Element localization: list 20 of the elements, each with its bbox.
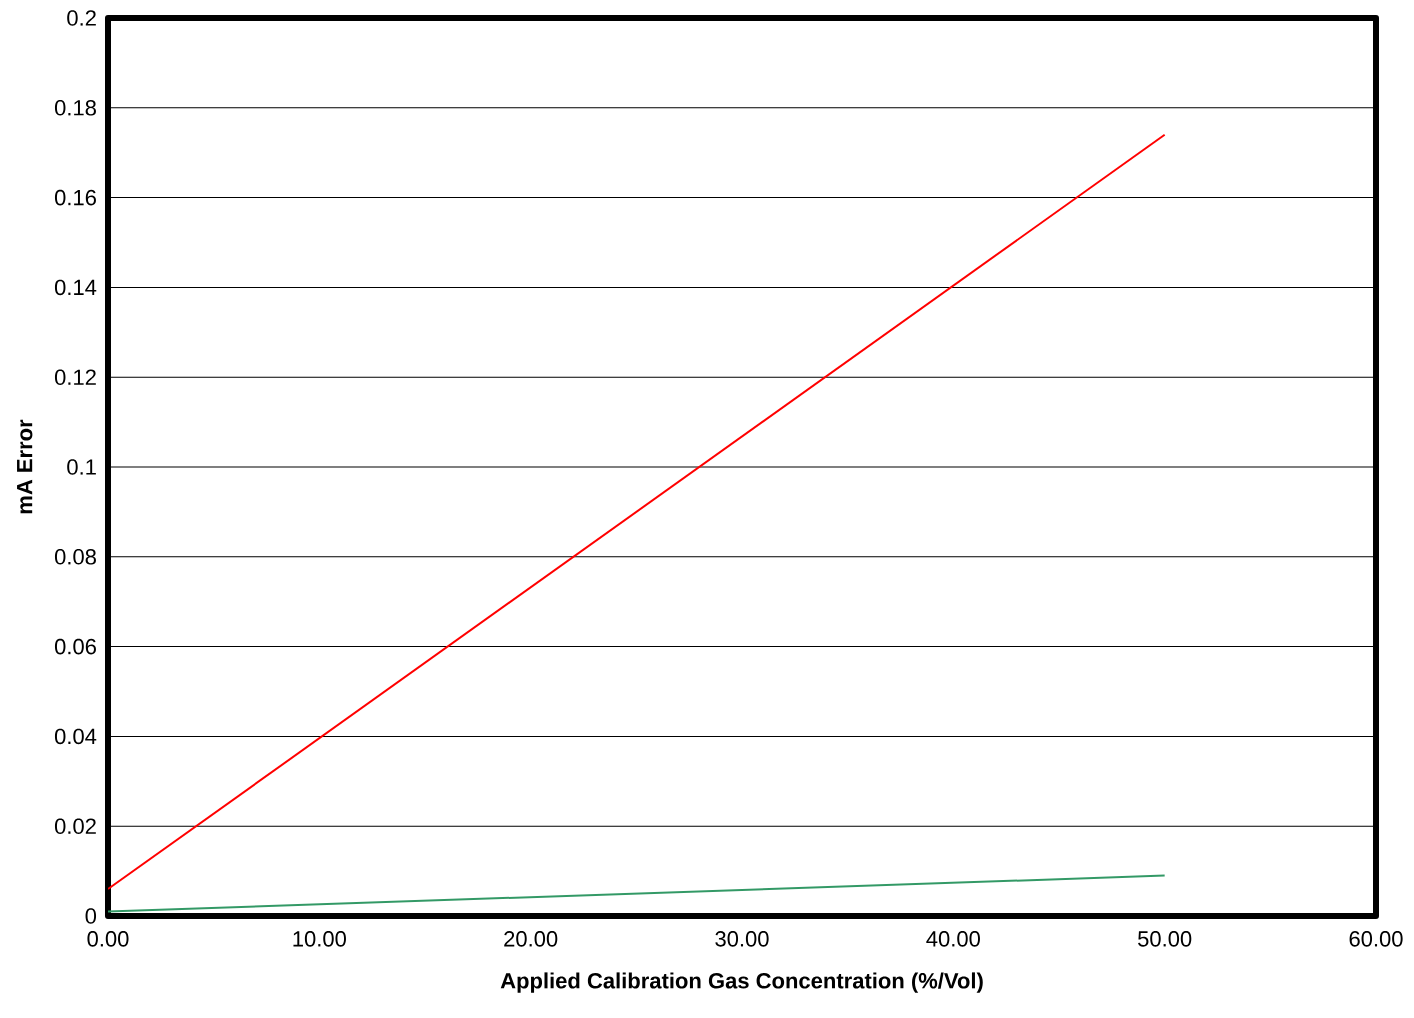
y-tick-label: 0.14 [54, 279, 97, 296]
y-axis-title: mA Error [17, 419, 33, 514]
x-tick-label: 20.00 [504, 931, 558, 947]
x-tick-label: 40.00 [926, 931, 980, 947]
y-tick-label: 0.2 [67, 10, 96, 26]
y-tick-label: 0.1 [67, 459, 96, 475]
x-axis-title: Applied Calibration Gas Concentration (%/Vol) [500, 972, 983, 993]
y-tick-label: 0.02 [54, 818, 96, 834]
y-tick-label: 0.04 [54, 728, 97, 745]
x-tick-label: 60.00 [1349, 931, 1403, 947]
x-tick-label: 10.00 [293, 931, 346, 947]
y-tick-label: 0.06 [54, 638, 96, 655]
y-tick-label: 0.12 [54, 369, 96, 385]
x-tick-label: 30.00 [715, 931, 769, 947]
y-tick-label: 0.18 [54, 100, 96, 116]
x-tick-label: 50.00 [1138, 931, 1192, 947]
y-tick-label: 0 [85, 908, 97, 924]
x-tick-label: 0.00 [87, 931, 129, 947]
y-tick-label: 0.16 [54, 189, 96, 206]
y-tick-label: 0.08 [54, 549, 96, 565]
